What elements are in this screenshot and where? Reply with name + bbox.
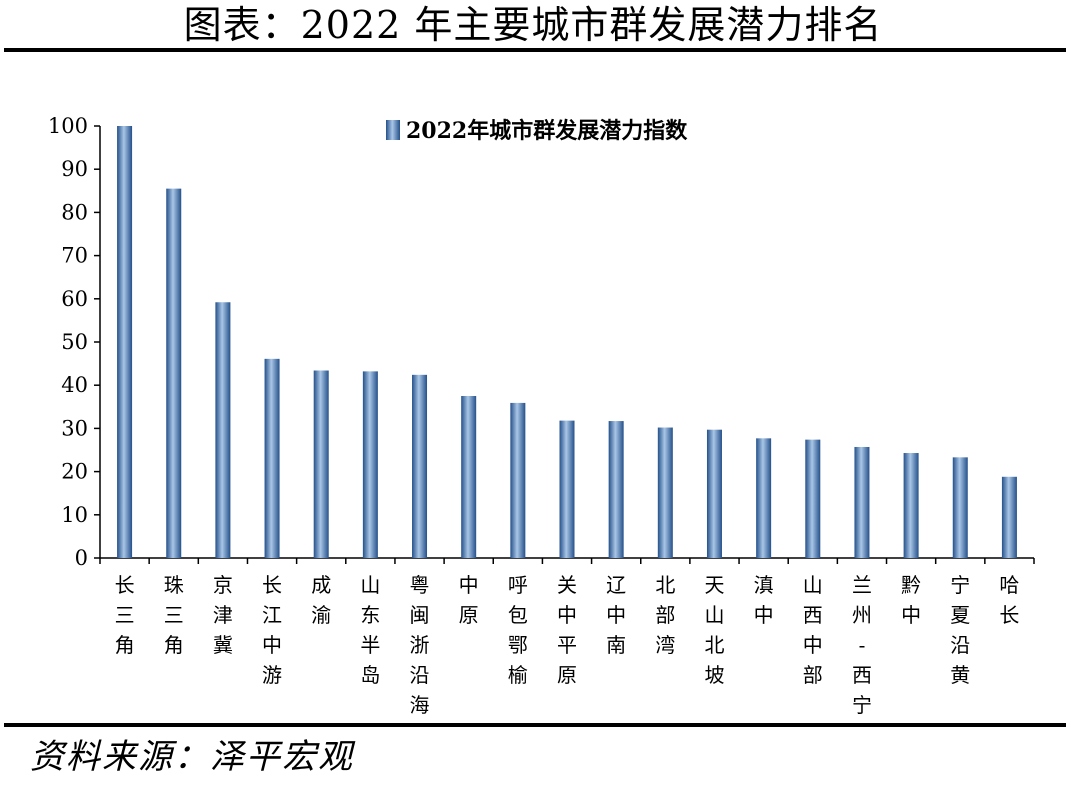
x-tick-label: 粤闽浙沿海: [410, 573, 430, 717]
y-tick-label: 20: [61, 460, 88, 484]
bar: [756, 438, 772, 558]
y-tick-label: 30: [61, 416, 88, 440]
bar: [264, 358, 280, 558]
y-tick-label: 40: [61, 373, 88, 397]
x-tick-label: 宁夏沿黄: [950, 573, 970, 687]
x-tick-label: 天山北坡: [704, 573, 724, 687]
bar: [903, 453, 919, 558]
x-tick-label: 长三角: [115, 573, 135, 657]
legend: 2022年城市群发展潜力指数: [386, 118, 688, 144]
y-tick-label: 0: [75, 546, 88, 570]
bar: [166, 188, 182, 558]
bar: [117, 126, 133, 558]
y-tick-label: 100: [48, 114, 88, 138]
x-tick-label: 辽中南: [606, 573, 626, 657]
legend-label: 2022年城市群发展潜力指数: [406, 118, 688, 144]
source-note: 资料来源：泽平宏观: [30, 737, 354, 777]
x-tick-label: 山西中部: [803, 573, 823, 687]
x-tick-label: 中原: [459, 573, 479, 627]
page-title: 图表：2022 年主要城市群发展潜力排名: [183, 3, 883, 47]
x-tick-label: 滇中: [754, 573, 774, 627]
bar: [412, 374, 428, 558]
bar: [215, 302, 231, 558]
x-tick-label: 关中平原: [557, 573, 577, 687]
y-tick-label: 90: [61, 157, 88, 181]
x-tick-label: 呼包鄂榆: [508, 573, 528, 687]
y-tick-label: 80: [61, 200, 88, 224]
bar: [461, 396, 477, 558]
top-rule: [4, 48, 1066, 52]
x-tick-label: 成渝: [311, 573, 331, 627]
x-tick-label: 珠三角: [164, 573, 184, 657]
x-tick-label: 北部湾: [655, 573, 675, 657]
bar: [706, 429, 722, 558]
legend-swatch: [386, 120, 400, 140]
bar: [510, 402, 526, 558]
y-axis: 0 10 20 30 40 50 60 70 80 90 100: [48, 114, 101, 570]
bar: [1001, 476, 1017, 558]
bar: [854, 446, 870, 558]
y-tick-label: 60: [61, 287, 88, 311]
x-tick-label: 京津冀: [213, 573, 233, 657]
bar: [559, 420, 575, 558]
bar: [805, 439, 821, 558]
y-tick-label: 10: [61, 503, 88, 527]
bottom-rule: [4, 723, 1066, 727]
x-tick-label: 兰州-西宁: [852, 573, 872, 717]
x-tick-label: 长江中游: [262, 573, 282, 687]
x-axis: 长三角 珠三角 京津冀 长江中游 成渝 山东半岛 粤闽浙沿海 中原 呼包鄂榆 关中平原 辽中南 北部湾…: [99, 557, 1035, 717]
x-tick-label: 哈长: [999, 573, 1019, 627]
x-tick-label: 黔中: [901, 573, 921, 627]
bar: [313, 370, 329, 558]
bar: [362, 371, 378, 558]
bar: [657, 427, 673, 558]
x-tick-label: 山东半岛: [360, 573, 380, 687]
bars: [117, 126, 1017, 558]
y-tick-label: 50: [61, 330, 88, 354]
bar: [952, 457, 968, 558]
y-tick-label: 70: [61, 244, 88, 268]
bar: [608, 421, 624, 558]
